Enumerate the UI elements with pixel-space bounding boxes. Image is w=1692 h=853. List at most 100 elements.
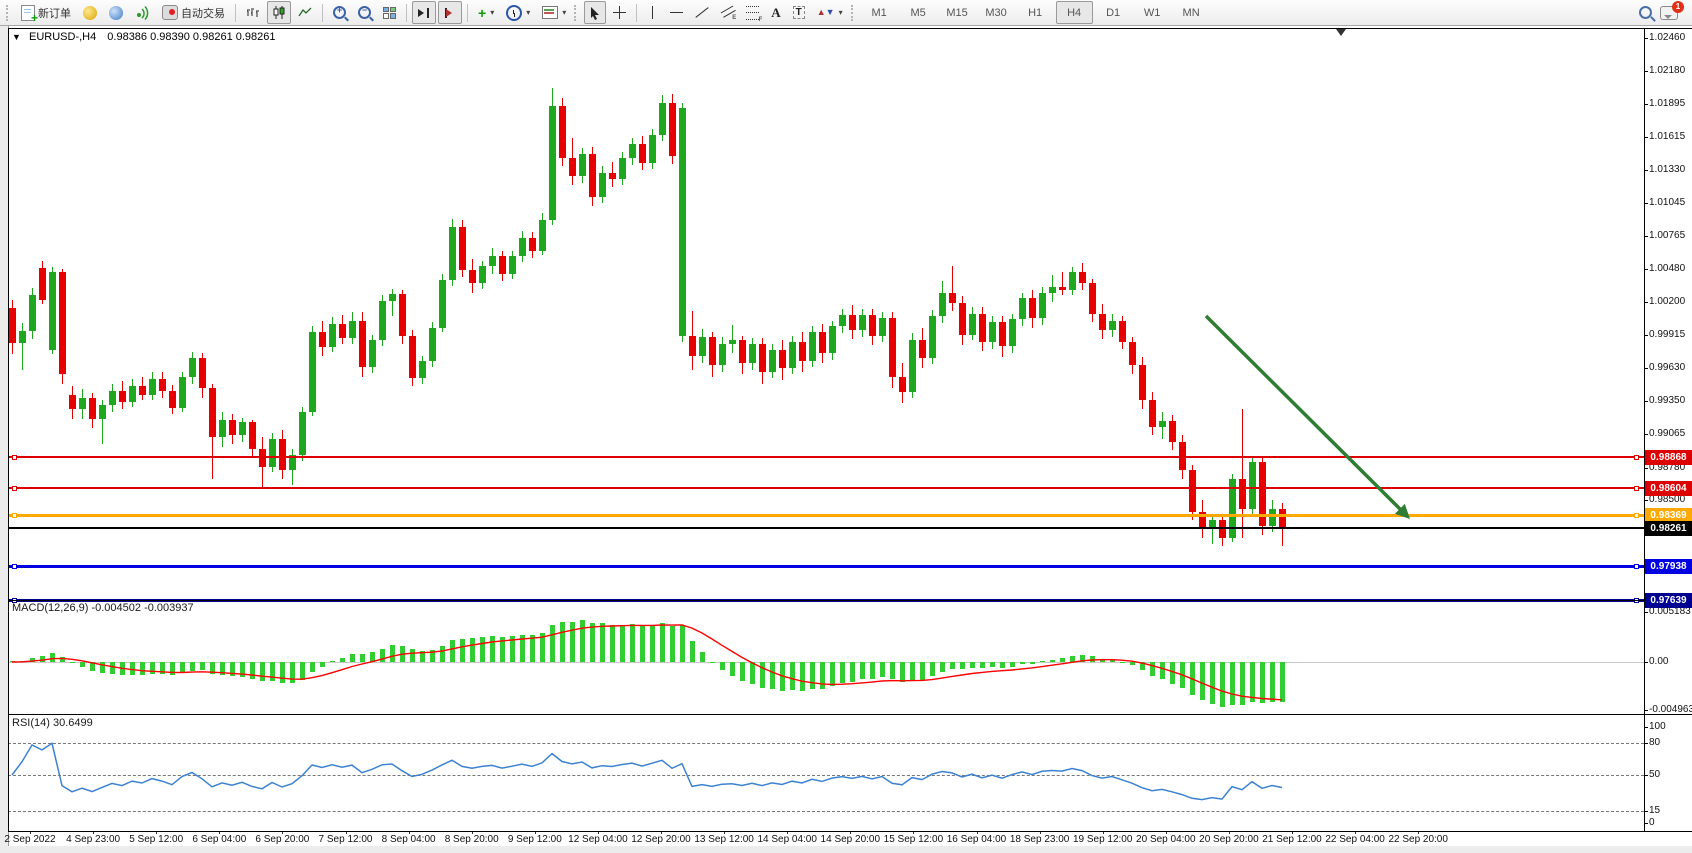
- vertical-line-button[interactable]: [642, 1, 663, 24]
- price-tick-mark: [1644, 70, 1648, 72]
- crosshair-button[interactable]: [608, 1, 631, 24]
- timeframe-h4-button[interactable]: H4: [1055, 1, 1093, 24]
- bar-chart-button[interactable]: [241, 1, 265, 24]
- candle: [478, 265, 486, 284]
- macd-histogram-bar: [219, 662, 225, 675]
- candle: [1138, 364, 1146, 400]
- periods-button[interactable]: ▾: [501, 1, 535, 24]
- horizontal-price-line[interactable]: [9, 487, 1644, 490]
- price-line-badge: 0.98261: [1645, 520, 1692, 536]
- timeframe-d1-button[interactable]: D1: [1106, 6, 1121, 19]
- timeframe-m1-button[interactable]: M1: [871, 6, 887, 19]
- line-chart-button[interactable]: [293, 1, 317, 24]
- toolbar-grip[interactable]: [6, 4, 11, 21]
- candle: [998, 321, 1006, 347]
- indicators-button[interactable]: + ▾: [473, 1, 499, 24]
- collapse-icon[interactable]: ▼: [12, 32, 21, 42]
- timeframe-m30-button[interactable]: M30: [985, 6, 1007, 19]
- horizontal-line-icon: [670, 12, 684, 13]
- macd-histogram-bar: [559, 622, 565, 662]
- chart-shift-marker[interactable]: [1336, 29, 1346, 41]
- auto-scroll-button[interactable]: [412, 1, 436, 24]
- arrows-button[interactable]: ▲▼ ▾: [812, 1, 848, 24]
- timeframe-h1-button[interactable]: H1: [1028, 6, 1043, 19]
- templates-button[interactable]: ▾: [537, 1, 571, 24]
- candle-wick: [391, 289, 393, 316]
- candle: [278, 438, 286, 471]
- new-order-button[interactable]: 新订单: [16, 1, 76, 25]
- rsi-axis-label: 50: [1649, 769, 1661, 780]
- timeframe-m5-button[interactable]: M5: [910, 6, 926, 19]
- chart-shift-button[interactable]: [438, 1, 462, 24]
- pane-border: [8, 831, 1692, 832]
- horizontal-line-button[interactable]: [665, 1, 688, 24]
- macd-histogram-bar: [539, 633, 545, 662]
- horizontal-price-line[interactable]: [9, 514, 1644, 518]
- macd-histogram-bar: [239, 662, 245, 677]
- timeframe-w1-button[interactable]: W1: [1143, 6, 1161, 19]
- candle: [938, 292, 946, 316]
- rsi-axis-label: 0: [1649, 817, 1655, 828]
- channel-button[interactable]: [715, 1, 739, 24]
- candle: [48, 271, 56, 350]
- signals-button[interactable]: [130, 1, 155, 24]
- macd-histogram-bar: [759, 662, 765, 688]
- macd-histogram-bar: [229, 662, 235, 677]
- horizontal-price-line[interactable]: [9, 527, 1644, 530]
- tile-windows-button[interactable]: [378, 1, 401, 24]
- zoom-in-button[interactable]: +: [328, 1, 351, 24]
- line-handle[interactable]: [12, 485, 17, 491]
- time-axis-label: 7 Sep 12:00: [318, 834, 373, 845]
- candle: [858, 314, 866, 330]
- candle: [538, 220, 546, 251]
- candle: [338, 324, 346, 339]
- candle: [98, 404, 106, 419]
- signals-icon: [137, 5, 149, 20]
- toolbar-grip[interactable]: [850, 4, 856, 21]
- candle: [508, 256, 516, 274]
- macd-histogram-bar: [289, 662, 295, 683]
- candle-wick: [951, 265, 953, 312]
- candle: [688, 335, 696, 356]
- line-handle[interactable]: [12, 563, 17, 569]
- timeframe-m15-button[interactable]: M15: [946, 6, 968, 19]
- candle-chart-button[interactable]: [267, 1, 291, 24]
- macd-histogram-bar: [799, 662, 805, 691]
- macd-tick-mark: [1644, 662, 1648, 663]
- fibonacci-button[interactable]: [741, 1, 764, 24]
- macd-histogram-bar: [769, 662, 775, 690]
- candle: [658, 103, 666, 135]
- search-icon[interactable]: [1639, 6, 1652, 19]
- line-handle[interactable]: [1634, 454, 1639, 460]
- horizontal-price-line[interactable]: [9, 564, 1644, 568]
- price-tick-label: 1.02460: [1649, 32, 1686, 43]
- auto-trading-button[interactable]: 自动交易: [157, 1, 230, 24]
- candle: [368, 340, 376, 368]
- horizontal-price-line[interactable]: [9, 456, 1644, 459]
- community-button[interactable]: [104, 1, 128, 24]
- chat-icon[interactable]: 1: [1660, 0, 1684, 20]
- timeframe-mn-button[interactable]: MN: [1182, 6, 1200, 19]
- candle: [1158, 421, 1166, 427]
- line-handle[interactable]: [1634, 563, 1639, 569]
- candle-wick: [101, 399, 103, 445]
- cursor-button[interactable]: [584, 1, 607, 24]
- text-button[interactable]: A: [766, 1, 785, 24]
- line-handle[interactable]: [12, 454, 17, 460]
- macd-histogram-bar: [169, 662, 175, 675]
- market-button[interactable]: [78, 1, 102, 24]
- trendline-button[interactable]: [690, 1, 713, 24]
- macd-histogram-bar: [399, 645, 405, 662]
- toolbar-grip[interactable]: [574, 4, 579, 21]
- macd-histogram-bar: [439, 646, 445, 662]
- line-handle[interactable]: [1634, 513, 1639, 519]
- candle: [1128, 341, 1136, 365]
- line-handle[interactable]: [1634, 485, 1639, 491]
- market-icon: [83, 5, 97, 20]
- text-label-button[interactable]: T: [788, 1, 810, 24]
- candle: [618, 158, 626, 180]
- line-handle[interactable]: [12, 513, 17, 519]
- zoom-out-button[interactable]: −: [353, 1, 376, 24]
- rsi-tick-mark: [1644, 727, 1648, 728]
- macd-histogram-bar: [209, 662, 215, 674]
